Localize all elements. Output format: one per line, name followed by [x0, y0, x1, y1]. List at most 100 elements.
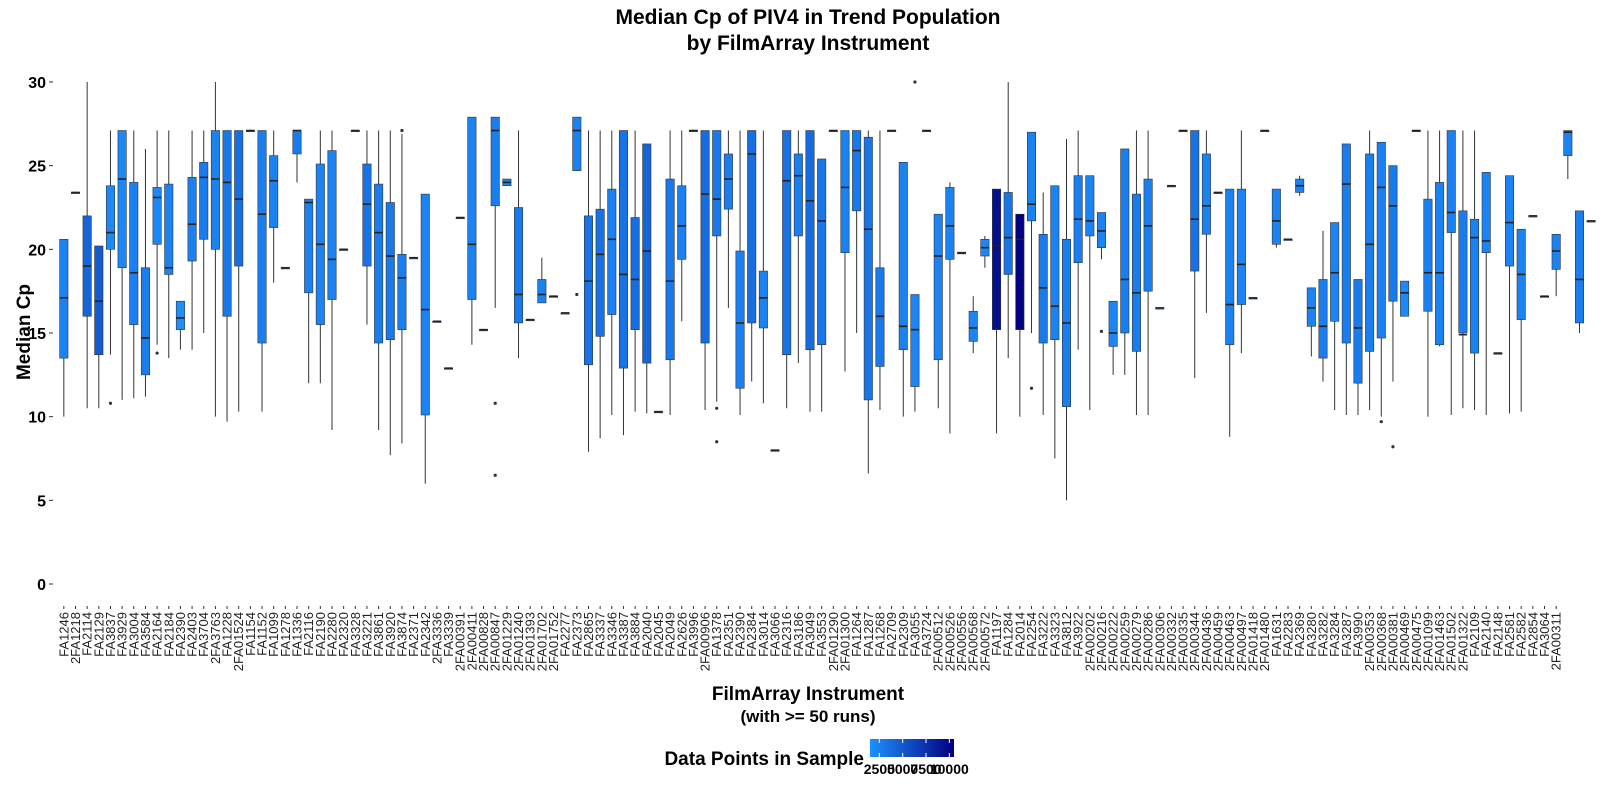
x-tick-label: 2FA01702	[534, 612, 549, 671]
box-body	[1574, 210, 1584, 324]
x-tick-label: 2FA01393	[523, 612, 538, 671]
box-outlier	[1029, 386, 1034, 390]
box-16	[234, 130, 244, 412]
box-body	[1027, 131, 1037, 222]
x-tick-label: 2FA1218	[68, 612, 83, 664]
box-body	[1400, 280, 1410, 317]
x-tick-label: 2FA00332	[1164, 612, 1179, 671]
box-83	[1015, 213, 1025, 417]
box-11	[175, 300, 185, 350]
box-body	[758, 270, 768, 329]
box-body	[618, 130, 628, 369]
x-tick-label: FA2184	[161, 612, 176, 657]
box-body	[1341, 143, 1351, 344]
box-53	[665, 130, 675, 415]
chart-title-line2: by FilmArray Instrument	[687, 32, 930, 55]
box-90	[1096, 212, 1106, 333]
x-tick-label: FA3222	[1036, 612, 1051, 657]
box-85	[1038, 192, 1048, 415]
box-body	[1376, 141, 1386, 339]
box-26	[350, 129, 360, 133]
x-tick-label: FA3328	[348, 612, 363, 657]
x-tick-label: 2FA00526	[942, 612, 957, 671]
box-35	[455, 216, 465, 220]
box-52	[653, 410, 663, 414]
box-45	[572, 116, 582, 297]
box-body	[945, 187, 955, 260]
x-tick-label: 2FA00202	[1082, 612, 1097, 671]
x-tick-label: 2FA00463	[1222, 612, 1237, 671]
box-body	[1505, 175, 1515, 267]
box-101	[1225, 188, 1235, 437]
box-111	[1341, 143, 1351, 415]
x-tick-label: FA3922	[1071, 612, 1086, 657]
box-40	[514, 130, 524, 359]
box-body	[292, 130, 302, 155]
x-tick-label: FA2371	[406, 612, 421, 657]
x-tick-label: 2FA00311	[1549, 612, 1564, 670]
x-tick-label: FA2582	[1514, 612, 1529, 657]
box-1	[59, 238, 69, 417]
x-tick-label: FA3066	[768, 612, 783, 657]
box-128	[1540, 295, 1550, 298]
x-tick-label: 2FA00286	[1141, 612, 1156, 671]
x-tick-label: FA1264	[849, 612, 864, 657]
x-tick-label: FA2280	[324, 612, 339, 657]
box-55	[688, 129, 698, 133]
box-body	[863, 136, 873, 401]
x-tick-label: FA3884	[628, 612, 643, 657]
box-91	[1108, 300, 1118, 375]
x-tick-label: FA1154	[243, 612, 258, 656]
x-tick-label: FA2369	[1292, 612, 1307, 657]
box-body	[210, 130, 220, 250]
box-122	[1470, 130, 1480, 410]
x-tick-label: 2FA00306	[1152, 612, 1167, 671]
box-43	[549, 295, 559, 298]
box-89	[1085, 175, 1095, 410]
box-body	[1225, 188, 1235, 346]
legend-tick-label: 10000	[930, 761, 969, 777]
x-tick-label: 2FA3763	[208, 612, 223, 664]
box-body	[1563, 130, 1573, 156]
box-63	[782, 130, 792, 409]
box-body	[898, 162, 908, 351]
box-117	[1411, 129, 1421, 133]
box-102	[1236, 130, 1246, 354]
box-body	[1481, 172, 1491, 253]
x-tick-label: 2FA00391	[453, 612, 468, 671]
box-22	[304, 198, 314, 384]
x-tick-label: FA2390	[173, 612, 188, 657]
box-body	[1038, 233, 1048, 344]
box-131	[1574, 210, 1584, 333]
x-tick-label: 2FA01322	[1455, 612, 1470, 671]
legend-tick-label: 5000	[887, 761, 918, 777]
box-body	[723, 153, 733, 210]
x-tick-label: FA2049	[663, 612, 678, 657]
box-88	[1073, 130, 1083, 350]
x-tick-label: 2FA00335	[1176, 612, 1191, 671]
x-tick-label: 2FA00216	[1094, 612, 1109, 671]
box-18	[257, 130, 267, 412]
box-57	[712, 130, 722, 444]
box-body	[1236, 188, 1246, 305]
y-tick-label: 15	[28, 326, 46, 343]
x-tick-label: FA3861	[371, 612, 386, 657]
box-body	[1143, 178, 1153, 292]
box-body	[199, 162, 209, 240]
x-tick-label: 2FA00381	[1385, 612, 1400, 671]
x-tick-label: FA2865	[581, 612, 596, 657]
y-tick-label: 30	[28, 75, 46, 92]
box-body	[910, 294, 920, 387]
box-86	[1050, 185, 1060, 459]
x-tick-label: FA1287	[861, 612, 876, 657]
box-71	[875, 130, 885, 410]
x-tick-label: FA2277	[558, 612, 573, 657]
box-15	[222, 130, 232, 422]
x-tick-label: FA3990	[1350, 612, 1365, 657]
box-98	[1190, 130, 1200, 379]
box-19	[269, 130, 279, 283]
box-body	[397, 254, 407, 330]
box-body	[537, 279, 547, 304]
box-body	[304, 198, 314, 294]
